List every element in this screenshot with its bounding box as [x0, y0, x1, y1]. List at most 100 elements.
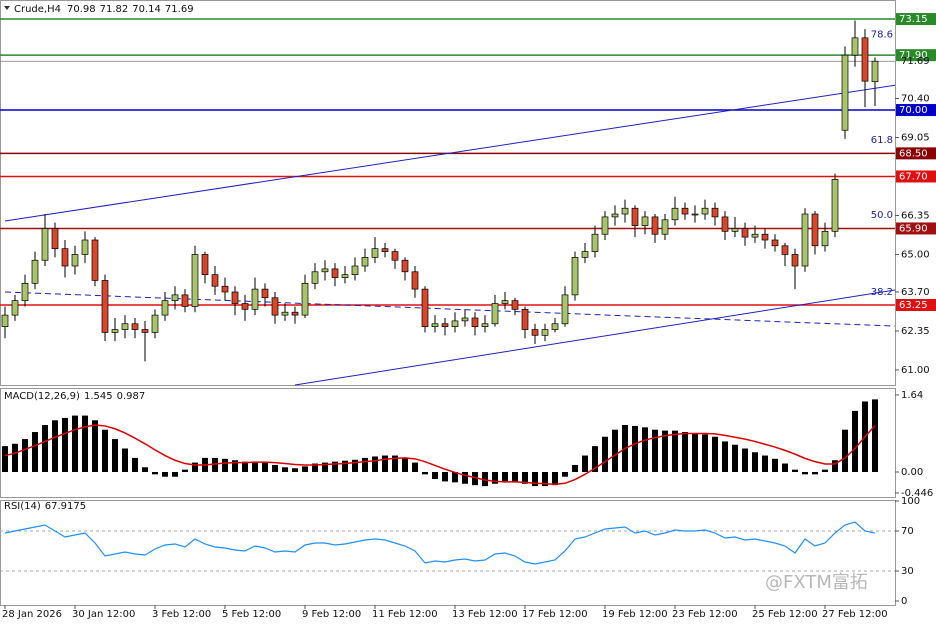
candle-body	[411, 271, 419, 290]
macd-bar	[542, 471, 548, 487]
candle-body	[561, 294, 569, 325]
macd-bar	[42, 424, 48, 472]
candle-body	[711, 207, 719, 218]
y-tick-label: 62.35	[901, 326, 930, 337]
macd-bar	[652, 429, 658, 472]
macd-bar	[262, 462, 268, 472]
candle-body	[381, 248, 389, 252]
candle-body	[781, 245, 789, 255]
candle-body	[31, 259, 39, 284]
candle-body	[91, 239, 99, 281]
level-label: 63.25	[899, 300, 928, 311]
candle-body	[241, 303, 249, 310]
candle-body	[421, 288, 429, 328]
candle-body	[331, 268, 339, 278]
candle-body	[301, 282, 309, 316]
candle-body	[81, 239, 89, 255]
macd-bar	[32, 432, 38, 472]
rsi-title: RSI(14)	[4, 501, 41, 512]
panel-frame	[0, 388, 896, 498]
candle-body	[471, 317, 479, 328]
trendline	[4, 291, 896, 327]
x-tick-label: 25 Feb 12:00	[752, 609, 818, 620]
macd-bar	[472, 471, 478, 486]
macd-bar	[462, 471, 468, 484]
candle-body	[551, 323, 559, 330]
x-tick-label: 28 Jan 2026	[2, 609, 62, 620]
candle-body	[361, 256, 369, 267]
level-label: 65.90	[899, 223, 928, 234]
header-arrow	[4, 6, 10, 10]
candle-body	[191, 254, 199, 307]
level-label-box	[896, 49, 936, 62]
macd-bar	[682, 432, 688, 472]
panel-frame	[0, 500, 896, 606]
fib-label: 61.8	[871, 135, 893, 146]
candle-body	[171, 294, 179, 302]
candle-body	[451, 320, 459, 328]
level-label: 67.70	[899, 171, 928, 182]
candle-body	[441, 323, 449, 328]
candle-body	[461, 317, 469, 322]
candle-body	[151, 314, 159, 333]
macd-bar	[342, 460, 348, 472]
candle-body	[861, 37, 869, 82]
candle-body	[101, 280, 109, 333]
macd-bar	[82, 415, 88, 472]
macd-bar	[182, 469, 188, 472]
macd-signal	[4, 424, 876, 485]
x-tick-label: 3 Feb 12:00	[152, 609, 211, 620]
level-label: 71.90	[899, 50, 928, 61]
level-label-box	[896, 298, 936, 311]
rsi-tick-label: 30	[901, 566, 914, 577]
candle-body	[771, 239, 779, 247]
macd-bar	[422, 471, 428, 475]
level-label: 73.15	[899, 14, 928, 25]
macd-bar	[672, 430, 678, 472]
macd-bar	[482, 471, 488, 487]
candle-body	[211, 274, 219, 287]
macd-bar	[612, 429, 618, 472]
x-tick-label: 17 Feb 12:00	[522, 609, 588, 620]
candle-body	[121, 323, 129, 330]
macd-bar	[812, 471, 818, 475]
candle-body	[161, 300, 169, 316]
macd-bar	[502, 471, 508, 482]
macd-bar	[642, 427, 648, 472]
macd-bar	[722, 441, 728, 472]
x-tick-label: 27 Feb 12:00	[822, 609, 888, 620]
y-tick-label: 66.35	[901, 210, 930, 221]
macd-bar	[802, 471, 808, 475]
macd-bar	[142, 467, 148, 472]
candle-body	[351, 265, 359, 276]
macd-bar	[172, 471, 178, 477]
rsi-line	[4, 521, 876, 565]
macd-bar	[122, 448, 128, 472]
rsi-tick-label: 0	[901, 596, 907, 607]
macd-bar	[112, 439, 118, 472]
candle-body	[571, 256, 579, 296]
x-tick-label: 13 Feb 12:00	[452, 609, 518, 620]
candle-body	[671, 207, 679, 221]
macd-bar	[742, 448, 748, 472]
candle-body	[631, 207, 639, 226]
macd-bar	[592, 446, 598, 472]
candle-body	[731, 228, 739, 232]
candle-body	[341, 274, 349, 278]
macd-bar	[702, 434, 708, 472]
candle-body	[761, 233, 769, 241]
macd-bar	[832, 460, 838, 472]
macd-bar	[272, 464, 278, 472]
level-label: 70.00	[899, 105, 928, 116]
macd-bar	[572, 464, 578, 472]
close: 71.69	[165, 4, 194, 15]
candle-body	[661, 219, 669, 235]
candle-body	[801, 213, 809, 267]
macd-bar	[322, 462, 328, 472]
y-tick-label: 70.40	[901, 93, 930, 104]
macd-bar	[302, 466, 308, 472]
macd-bar	[362, 457, 368, 472]
macd-bar	[382, 455, 388, 472]
macd-bar	[332, 461, 338, 472]
